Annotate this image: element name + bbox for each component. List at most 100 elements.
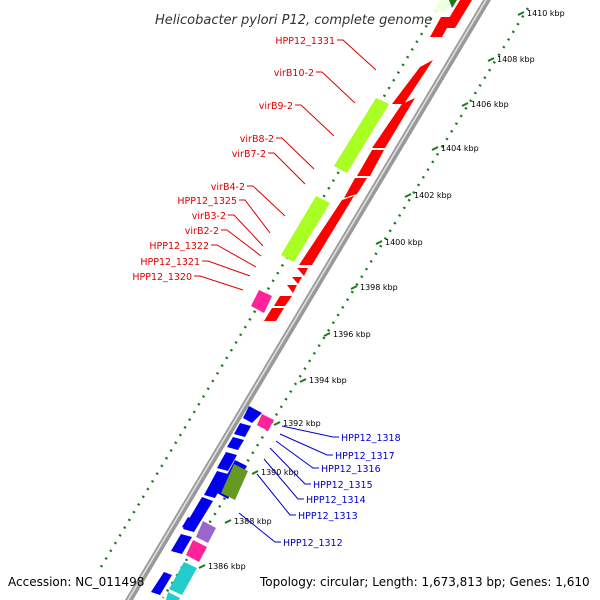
blue-leaders <box>238 425 339 543</box>
leader-line <box>337 39 377 71</box>
gene-cyan-2[interactable] <box>166 592 180 600</box>
tick-label-1404-kbp: 1404 kbp <box>441 144 479 153</box>
tick-label-1392-kbp: 1392 kbp <box>283 419 321 428</box>
tick-label-1410-kbp: 1410 kbp <box>527 9 565 18</box>
ticks: 1386 kbp 1388 kbp 1390 kbp 1392 kbp 1394 kbp… <box>198 9 565 571</box>
gene-virb9-2[interactable] <box>372 98 415 148</box>
tick-mark <box>487 57 495 62</box>
tick-mark <box>251 470 259 475</box>
gene-blue-low[interactable] <box>182 517 197 531</box>
gene-hpp12-1322[interactable] <box>287 285 297 293</box>
gene-label-virb4-2[interactable]: virB4-2 <box>211 182 245 193</box>
accession-text: Accession: NC_011498 <box>8 575 144 589</box>
leader-line <box>269 447 311 485</box>
gene-magenta-top[interactable] <box>449 0 457 8</box>
gene-cyan-1[interactable] <box>169 562 197 595</box>
leader-line <box>281 425 339 438</box>
gene-magenta-1320[interactable] <box>251 290 272 313</box>
leader-line <box>239 199 271 234</box>
tick-mark <box>198 564 206 569</box>
tick-mark <box>375 240 383 245</box>
gene-lime-top[interactable] <box>433 0 452 12</box>
tick-label-1388-kbp: 1388 kbp <box>234 517 272 526</box>
tick-label-1402-kbp: 1402 kbp <box>414 191 452 200</box>
gene-lime-virb10[interactable] <box>334 98 389 173</box>
gene-label-hpp12-1322[interactable]: HPP12_1322 <box>149 241 209 252</box>
gene-label-hpp12-1325[interactable]: HPP12_1325 <box>177 196 237 207</box>
leader-line <box>228 214 264 247</box>
leader-line <box>268 152 306 185</box>
gene-label-virb9-2[interactable]: virB9-2 <box>259 101 293 112</box>
leader-line <box>194 275 244 291</box>
gene-purple[interactable] <box>196 521 216 543</box>
gene-blue-bottom[interactable] <box>151 572 172 595</box>
gene-label-virb8-2[interactable]: virB8-2 <box>240 134 274 145</box>
gene-virb8-2[interactable] <box>357 150 384 176</box>
tick-label-1396-kbp: 1396 kbp <box>333 330 371 339</box>
gene-label-hpp12-1321[interactable]: HPP12_1321 <box>140 257 200 268</box>
gene-hpp12-1317[interactable] <box>234 423 251 437</box>
gene-label-virb3-2[interactable]: virB3-2 <box>192 211 226 222</box>
gene-hpp12-1316[interactable] <box>227 437 244 450</box>
leader-line <box>276 137 315 170</box>
leader-line <box>256 473 296 516</box>
leader-line <box>316 71 356 104</box>
gene-hpp12-1312[interactable] <box>171 534 192 554</box>
gene-hpp12-1320[interactable] <box>264 308 284 321</box>
gene-lime-virb4[interactable] <box>281 196 330 262</box>
gene-virb7-2[interactable] <box>344 178 367 198</box>
gene-label-hpp12-1318[interactable]: HPP12_1318 <box>341 433 401 444</box>
gene-virb10-2[interactable] <box>392 60 433 104</box>
gene-label-hpp12-1315[interactable]: HPP12_1315 <box>313 480 373 491</box>
leader-line <box>211 244 257 268</box>
tick-mark <box>404 193 412 198</box>
gene-hpp12-1315[interactable] <box>217 452 237 471</box>
tick-mark <box>273 421 281 426</box>
leader-line <box>238 512 281 543</box>
gene-magenta-1386[interactable] <box>186 540 207 562</box>
gene-hpp12-1314[interactable] <box>204 471 228 498</box>
gene-magenta-1392[interactable] <box>257 414 274 431</box>
tick-mark <box>323 332 331 337</box>
gene-top-red[interactable] <box>443 0 472 28</box>
tick-label-1398-kbp: 1398 kbp <box>360 283 398 292</box>
gene-label-hpp12-1313[interactable]: HPP12_1313 <box>298 511 358 522</box>
gene-label-hpp12-1314[interactable]: HPP12_1314 <box>306 495 366 506</box>
blue-labels: HPP12_1318 HPP12_1317 HPP12_1316 HPP12_1315… <box>283 433 401 549</box>
leader-line <box>247 185 286 217</box>
gene-virb4-2[interactable] <box>299 196 354 265</box>
genome-backbone-highlight <box>127 0 487 600</box>
gene-label-hpp12-1317[interactable]: HPP12_1317 <box>335 451 395 462</box>
red-labels: HPP12_1331 virB10-2 virB9-2 virB8-2 virB7-2 v… <box>132 36 335 283</box>
tick-label-1390-kbp: 1390 kbp <box>261 468 299 477</box>
gene-label-virb7-2[interactable]: virB7-2 <box>232 149 266 160</box>
leader-line <box>202 260 251 277</box>
gene-label-hpp12-1331[interactable]: HPP12_1331 <box>275 36 335 47</box>
tick-mark <box>224 519 232 524</box>
tick-label-1386-kbp: 1386 kbp <box>208 562 246 571</box>
gene-label-virb2-2[interactable]: virB2-2 <box>185 226 219 237</box>
outer-ruler <box>161 7 530 599</box>
gene-hpp12-1318[interactable] <box>243 406 262 423</box>
leader-line <box>279 433 333 456</box>
genome-title: Helicobacter pylori P12, complete genome <box>155 13 432 28</box>
gene-label-hpp12-1312[interactable]: HPP12_1312 <box>283 538 343 549</box>
tick-label-1406-kbp: 1406 kbp <box>471 100 509 109</box>
gene-label-hpp12-1320[interactable]: HPP12_1320 <box>132 272 192 283</box>
tick-label-1400-kbp: 1400 kbp <box>385 238 423 247</box>
gene-virb3-2[interactable] <box>297 268 308 276</box>
gene-label-hpp12-1316[interactable]: HPP12_1316 <box>321 464 381 475</box>
red-leaders <box>194 39 377 291</box>
gene-hpp12-1321[interactable] <box>274 296 292 306</box>
gene-olive[interactable] <box>221 464 248 500</box>
tick-mark <box>299 378 307 383</box>
gene-label-virb10-2[interactable]: virB10-2 <box>274 68 314 79</box>
gene-virb2-2[interactable] <box>292 277 302 284</box>
tick-mark <box>431 146 439 151</box>
tick-label-1408-kbp: 1408 kbp <box>497 55 535 64</box>
tick-label-1394-kbp: 1394 kbp <box>309 376 347 385</box>
leader-line <box>275 440 319 469</box>
gene-track-red <box>264 0 472 321</box>
tick-mark <box>350 285 358 290</box>
